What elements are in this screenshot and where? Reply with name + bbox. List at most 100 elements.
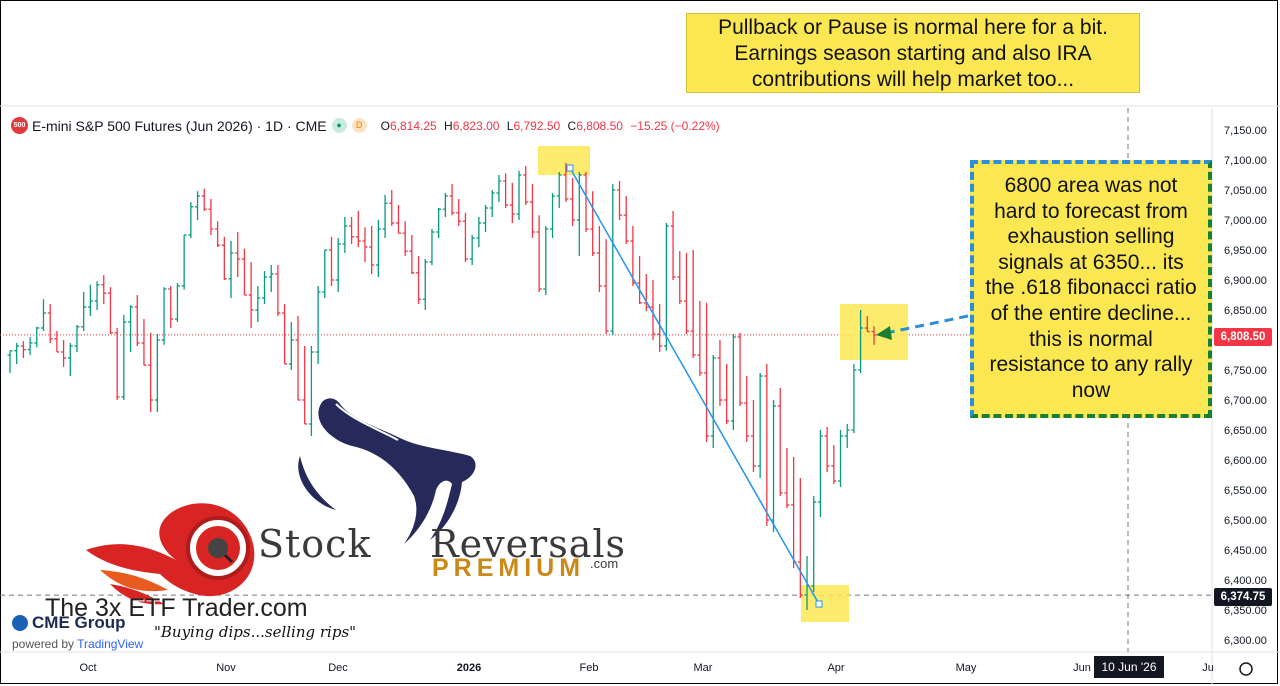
ohlc-bar <box>556 172 562 208</box>
ohlc-bar <box>637 256 643 304</box>
bull-logo-icon <box>298 398 476 544</box>
ohlc-bar <box>523 166 529 205</box>
ohlc-bar <box>7 350 13 373</box>
ohlc-bar <box>462 212 468 262</box>
ohlc-bar <box>14 343 20 364</box>
ohlc-bar <box>603 239 609 334</box>
high-label: H <box>444 118 453 133</box>
ohlc-bar <box>40 299 46 331</box>
ohlc-bar <box>550 193 556 238</box>
trendline-anchor-top <box>566 164 574 172</box>
ohlc-bar <box>375 220 381 277</box>
ohlc-bar <box>335 238 341 292</box>
ohlc-bar <box>663 223 669 351</box>
market-status-icon: ● <box>331 118 347 133</box>
slogan-text: "Buying dips...selling rips" <box>154 623 357 641</box>
ohlc-bar <box>154 334 160 412</box>
ohlc-bar <box>831 445 837 484</box>
trendline-anchor-bottom <box>815 600 823 608</box>
open-label: O <box>380 118 390 133</box>
ohlc-bar <box>349 217 355 244</box>
ohlc-bar <box>570 178 576 226</box>
x-tick-label: Feb <box>580 662 599 674</box>
ohlc-bar <box>389 190 395 226</box>
ohlc-bar <box>797 478 803 598</box>
cme-globe-icon <box>12 615 28 631</box>
ohlc-bar <box>416 256 422 304</box>
ohlc-bar <box>811 496 817 592</box>
x-tick-label: Jun <box>1073 662 1091 674</box>
ohlc-bar <box>101 275 107 304</box>
decline-trendline <box>569 167 820 605</box>
x-tick-label: Dec <box>328 662 348 674</box>
ohlc-bar <box>148 332 154 412</box>
ohlc-bar <box>824 427 830 472</box>
cme-text: CME Group <box>32 613 126 632</box>
ohlc-bar <box>529 184 535 238</box>
logo-com-text: .com <box>590 556 619 571</box>
ohlc-bar <box>536 215 542 292</box>
ohlc-bar <box>670 211 676 280</box>
chart-header: 500 E-mini S&P 500 Futures (Jun 2026) · … <box>11 117 720 134</box>
ohlc-bar <box>844 424 850 448</box>
ohlc-bar <box>442 193 448 217</box>
x-tick-label: Mar <box>694 662 713 674</box>
x-tick-label: 2026 <box>457 662 481 674</box>
ohlc-bar <box>650 280 656 340</box>
y-tick-label: 6,700.00 <box>1224 395 1267 407</box>
ohlc-bar <box>362 227 368 262</box>
ohlc-bar <box>221 236 227 280</box>
y-tick-label: 6,650.00 <box>1224 425 1267 437</box>
powered-by[interactable]: powered by TradingView <box>12 637 143 651</box>
ohlc-bar <box>27 337 33 355</box>
ohlc-bar <box>262 271 268 304</box>
ohlc-bar <box>81 292 87 331</box>
y-tick-label: 6,600.00 <box>1224 455 1267 467</box>
powered-label: powered by <box>12 637 75 651</box>
ohlc-bar <box>858 310 864 373</box>
ohlc-bar <box>791 457 797 568</box>
x-tick-label: May <box>956 662 977 674</box>
y-tick-label: 6,450.00 <box>1224 545 1267 557</box>
ohlc-bar <box>710 355 716 448</box>
ohlc-bar <box>235 232 241 277</box>
ohlc-bar <box>784 448 790 508</box>
y-tick-label: 6,750.00 <box>1224 365 1267 377</box>
ohlc-bar <box>724 364 730 424</box>
ohlc-bar <box>141 319 147 366</box>
ohlc-bar <box>449 184 455 216</box>
ohlc-bar <box>201 188 207 211</box>
ohlc-bar <box>516 170 522 220</box>
ohlc-bar <box>737 332 743 406</box>
ohlc-bar <box>496 175 502 202</box>
ohlc-bar <box>483 205 489 232</box>
ohlc-bar <box>54 331 60 353</box>
ohlc-bar <box>255 286 261 322</box>
symbol-title[interactable]: E-mini S&P 500 Futures (Jun 2026) · 1D ·… <box>32 117 327 134</box>
ohlc-bar <box>275 265 281 316</box>
gauge-hub-icon <box>208 538 228 558</box>
ohlc-bar <box>188 202 194 238</box>
y-tick-label: 6,900.00 <box>1224 275 1267 287</box>
crosshair-date-tag: 10 Jun '26 <box>1094 656 1164 678</box>
ohlc-bar <box>503 173 509 208</box>
ohlc-bar <box>469 235 475 265</box>
ohlc-bar <box>369 226 375 274</box>
ohlc-bar <box>610 184 616 336</box>
ohlc-bar <box>94 281 100 310</box>
ohlc-bar <box>288 322 294 370</box>
y-tick-label: 6,400.00 <box>1224 575 1267 587</box>
ohlc-bar <box>777 388 783 496</box>
ohlc-bar <box>616 181 622 220</box>
ohlc-bar <box>744 376 750 442</box>
y-tick-label: 6,350.00 <box>1224 605 1267 617</box>
settings-gear-icon[interactable] <box>1239 662 1253 676</box>
ohlc-bar <box>576 172 582 256</box>
ohlc-bar <box>509 182 515 223</box>
ohlc-bar <box>563 163 569 202</box>
ohlc-bar <box>590 191 596 256</box>
ohlc-bar <box>697 301 703 376</box>
ohlc-bar <box>302 346 308 425</box>
y-tick-label: 6,850.00 <box>1224 305 1267 317</box>
